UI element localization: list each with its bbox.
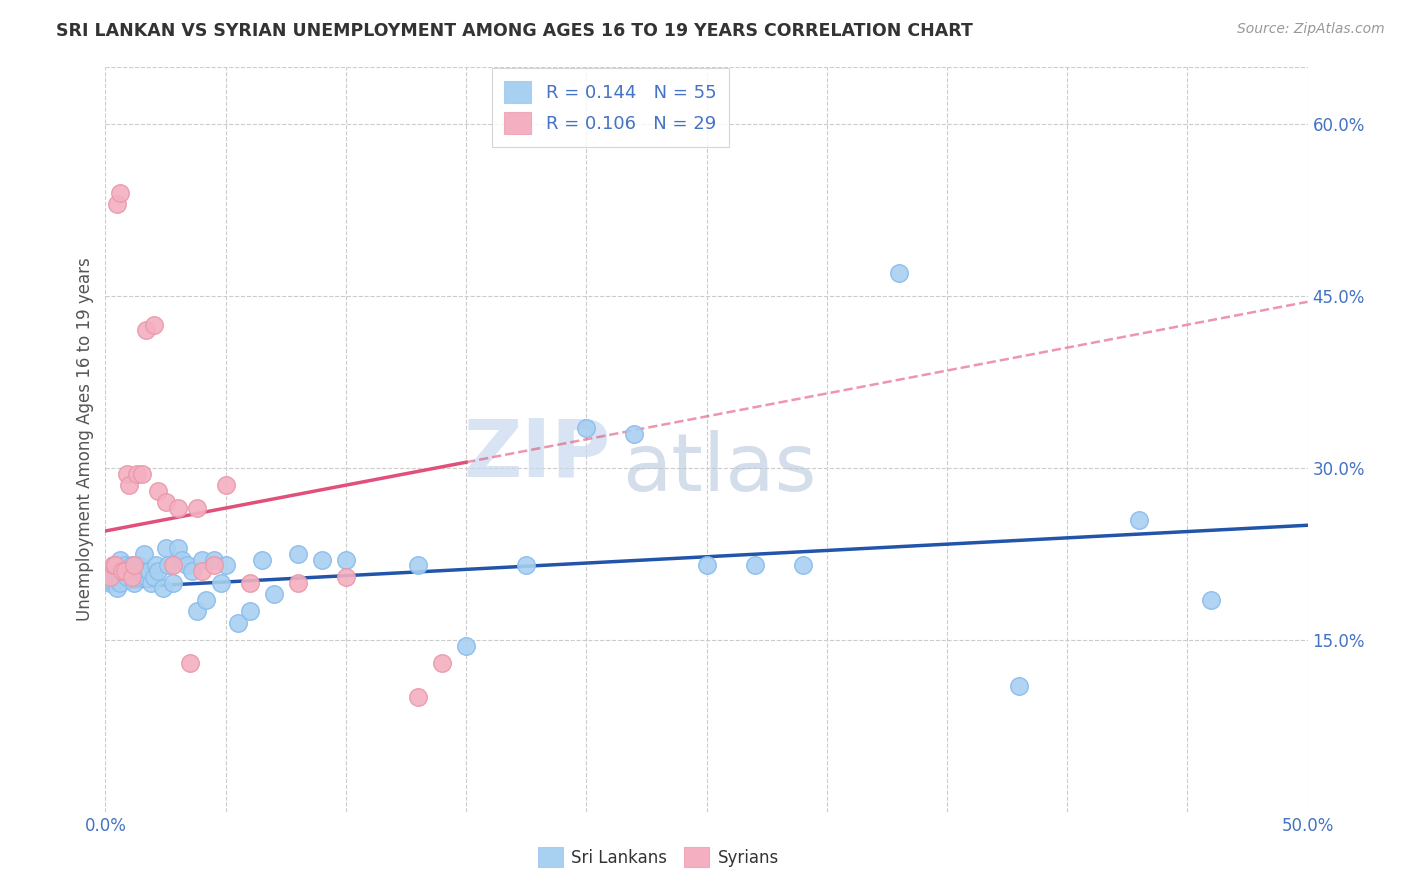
Point: [139, 575, 162, 590]
Point: [114, 558, 136, 573]
Point: [142, 570, 165, 584]
Point: [125, 467, 148, 481]
Point: [176, 558, 198, 573]
Point: [406, 690, 429, 705]
Text: atlas: atlas: [623, 430, 817, 508]
Point: [190, 564, 212, 578]
Point: [250, 552, 273, 566]
Point: [115, 467, 138, 481]
Point: [287, 575, 309, 590]
Point: [172, 552, 194, 566]
Point: [101, 558, 124, 573]
Point: [181, 564, 204, 578]
Text: ZIP: ZIP: [463, 415, 610, 493]
Point: [202, 552, 225, 566]
Point: [190, 552, 212, 566]
Point: [135, 570, 157, 584]
Point: [118, 564, 141, 578]
Legend: Sri Lankans, Syrians: Sri Lankans, Syrians: [531, 840, 786, 874]
Point: [104, 558, 127, 573]
Point: [118, 478, 141, 492]
Point: [202, 558, 225, 573]
Point: [152, 582, 174, 596]
Point: [186, 604, 208, 618]
Point: [101, 570, 124, 584]
Point: [166, 541, 188, 556]
Point: [104, 564, 127, 578]
Point: [226, 615, 249, 630]
Point: [166, 501, 188, 516]
Point: [121, 570, 143, 584]
Point: [1201, 592, 1223, 607]
Point: [124, 558, 146, 573]
Point: [135, 323, 157, 337]
Point: [98, 570, 121, 584]
Text: SRI LANKAN VS SYRIAN UNEMPLOYMENT AMONG AGES 16 TO 19 YEARS CORRELATION CHART: SRI LANKAN VS SYRIAN UNEMPLOYMENT AMONG …: [56, 22, 973, 40]
Point: [156, 558, 179, 573]
Point: [195, 592, 218, 607]
Point: [515, 558, 537, 573]
Point: [179, 656, 201, 670]
Point: [128, 558, 150, 573]
Point: [125, 564, 148, 578]
Point: [132, 547, 155, 561]
Point: [155, 495, 177, 509]
Point: [311, 552, 333, 566]
Point: [124, 575, 146, 590]
Point: [111, 564, 134, 578]
Point: [575, 421, 598, 435]
Point: [98, 575, 121, 590]
Point: [214, 478, 236, 492]
Point: [430, 656, 453, 670]
Point: [142, 318, 165, 332]
Point: [214, 558, 236, 573]
Point: [155, 541, 177, 556]
Point: [239, 575, 262, 590]
Point: [792, 558, 814, 573]
Point: [696, 558, 718, 573]
Point: [107, 582, 129, 596]
Point: [335, 552, 357, 566]
Point: [406, 558, 429, 573]
Point: [138, 564, 160, 578]
Point: [107, 197, 129, 211]
Point: [1128, 512, 1150, 526]
Point: [239, 604, 262, 618]
Point: [623, 426, 645, 441]
Point: [108, 186, 131, 200]
Point: [162, 558, 184, 573]
Point: [108, 552, 131, 566]
Text: Source: ZipAtlas.com: Source: ZipAtlas.com: [1237, 22, 1385, 37]
Point: [1008, 679, 1031, 693]
Point: [114, 564, 136, 578]
Point: [186, 501, 208, 516]
Point: [145, 558, 167, 573]
Point: [111, 564, 134, 578]
Point: [162, 575, 184, 590]
Y-axis label: Unemployment Among Ages 16 to 19 years: Unemployment Among Ages 16 to 19 years: [76, 258, 94, 621]
Point: [287, 547, 309, 561]
Point: [148, 483, 170, 498]
Point: [744, 558, 766, 573]
Point: [209, 575, 232, 590]
Point: [131, 467, 153, 481]
Point: [115, 570, 138, 584]
Point: [335, 570, 357, 584]
Point: [263, 587, 285, 601]
Point: [108, 575, 131, 590]
Point: [121, 558, 143, 573]
Point: [887, 266, 910, 280]
Point: [131, 564, 153, 578]
Point: [454, 639, 477, 653]
Point: [148, 564, 170, 578]
